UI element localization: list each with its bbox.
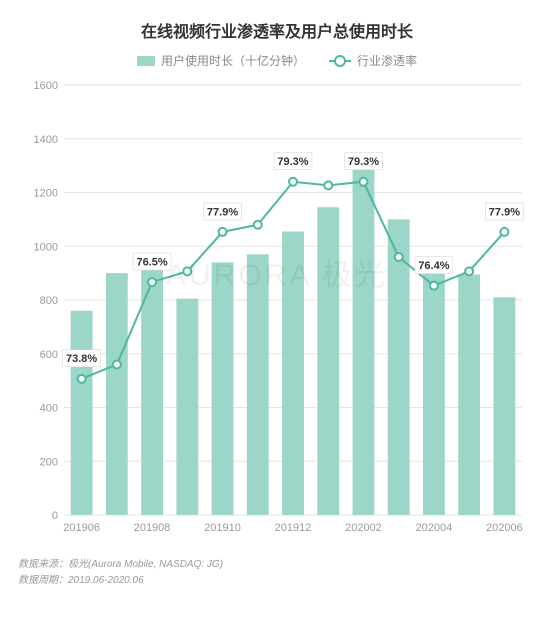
chart-footer: 数据来源：极光(Aurora Mobile, NASDAQ: JG) 数据周期：… — [18, 557, 544, 589]
legend-item-line: 行业渗透率 — [329, 52, 417, 69]
svg-text:76.5%: 76.5% — [136, 256, 167, 268]
svg-text:202002: 202002 — [345, 522, 382, 534]
svg-text:73.8%: 73.8% — [66, 353, 97, 365]
chart-container: 在线视频行业渗透率及用户总使用时长 用户使用时长（十亿分钟） 行业渗透率 AUR… — [0, 0, 554, 626]
svg-text:76.4%: 76.4% — [418, 260, 449, 272]
svg-text:202004: 202004 — [416, 522, 453, 534]
footer-source: 数据来源：极光(Aurora Mobile, NASDAQ: JG) — [18, 557, 544, 573]
svg-text:1200: 1200 — [34, 188, 58, 200]
legend-item-bar: 用户使用时长（十亿分钟） — [137, 52, 305, 69]
svg-text:201906: 201906 — [63, 522, 100, 534]
svg-text:201910: 201910 — [204, 522, 241, 534]
svg-text:77.9%: 77.9% — [207, 206, 238, 218]
chart-legend: 用户使用时长（十亿分钟） 行业渗透率 — [10, 52, 544, 69]
legend-line-label: 行业渗透率 — [357, 52, 417, 69]
chart-plot: AURORA 极光 020040060080010001200140016002… — [22, 75, 532, 545]
svg-text:201908: 201908 — [134, 522, 171, 534]
svg-text:77.9%: 77.9% — [489, 206, 520, 218]
svg-text:0: 0 — [52, 510, 58, 522]
chart-svg: 0 200 400 600 800 1000 1200 1400 1600 201906 20190… — [22, 75, 532, 545]
svg-text:1000: 1000 — [34, 241, 58, 253]
footer-period: 数据周期：2019.06-2020.06 — [18, 573, 544, 589]
legend-bar-swatch — [137, 56, 155, 66]
chart-title: 在线视频行业渗透率及用户总使用时长 — [10, 18, 544, 42]
svg-text:79.3%: 79.3% — [348, 156, 379, 168]
svg-text:1600: 1600 — [34, 80, 58, 92]
svg-text:202006: 202006 — [486, 522, 523, 534]
svg-text:800: 800 — [40, 295, 58, 307]
svg-text:600: 600 — [40, 349, 58, 361]
svg-text:201912: 201912 — [275, 522, 312, 534]
svg-text:400: 400 — [40, 403, 58, 415]
legend-bar-label: 用户使用时长（十亿分钟） — [161, 52, 305, 69]
svg-text:200: 200 — [40, 456, 58, 468]
svg-text:1400: 1400 — [34, 134, 58, 146]
legend-line-swatch — [329, 60, 351, 62]
svg-text:79.3%: 79.3% — [277, 156, 308, 168]
